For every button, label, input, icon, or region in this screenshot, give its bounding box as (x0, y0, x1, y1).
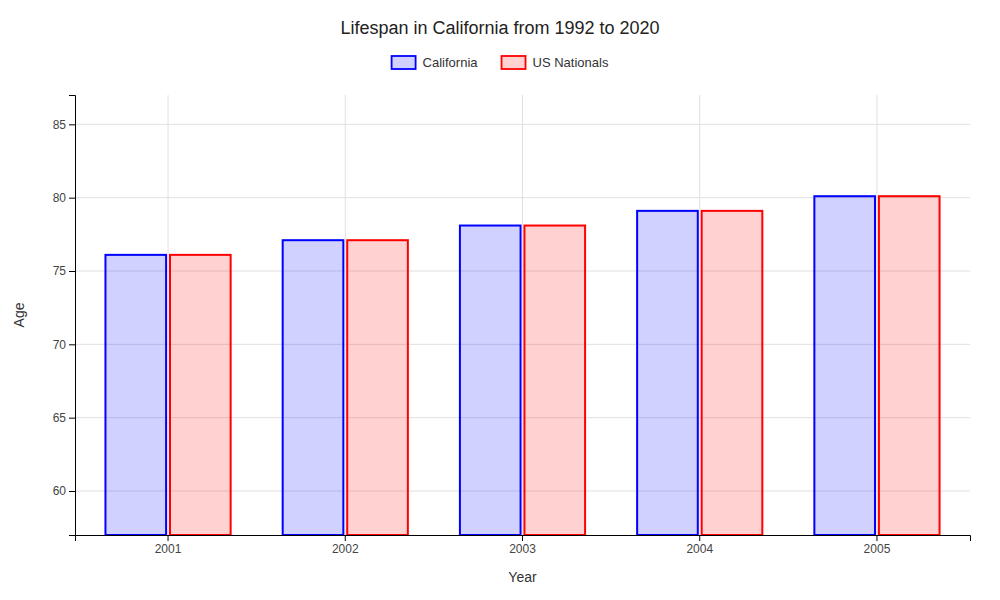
x-axis-line (76, 536, 971, 542)
x-tick: 2002 (332, 535, 359, 556)
y-tick-mark (69, 198, 75, 199)
bar (347, 240, 408, 535)
x-grid-line (522, 95, 523, 535)
legend-swatch (502, 56, 526, 69)
x-tick-mark (699, 535, 700, 541)
y-tick-mark (69, 124, 75, 125)
bar (814, 196, 875, 535)
bar (170, 255, 231, 535)
y-tick: 75 (53, 264, 75, 278)
legend: California US Nationals (392, 55, 609, 70)
legend-item: US Nationals (502, 55, 609, 70)
x-tick-label: 2005 (864, 542, 891, 556)
legend-item: California (392, 55, 479, 70)
y-tick: 60 (53, 484, 75, 498)
x-tick-mark (345, 535, 346, 541)
x-grid-line (168, 95, 169, 535)
bar (524, 226, 585, 535)
y-tick-label: 75 (53, 264, 67, 278)
x-tick: 2004 (686, 535, 713, 556)
y-axis-title: Age (11, 302, 27, 327)
legend-label: California (423, 55, 479, 70)
x-grid-line (876, 95, 877, 535)
x-axis: 2001 2002 2003 2004 2005 (76, 535, 971, 556)
bar (879, 196, 940, 535)
bar (105, 255, 166, 535)
title: Lifespan in California from 1992 to 2020 (340, 18, 659, 38)
x-axis-title: Year (508, 569, 537, 585)
legend-label: US Nationals (533, 55, 609, 70)
y-tick-label: 70 (53, 338, 67, 352)
chart-svg: 60 65 70 75 80 85 2001 2002 2003 2004 2005 Year Age L… (0, 0, 1000, 600)
y-tick: 70 (53, 338, 75, 352)
x-grid-line (345, 95, 346, 535)
legend-swatch (392, 56, 416, 69)
y-tick-label: 80 (53, 191, 67, 205)
y-tick-mark (69, 271, 75, 272)
y-tick-mark (69, 344, 75, 345)
bar (283, 240, 344, 535)
x-tick-mark (876, 535, 877, 541)
y-tick-label: 60 (53, 484, 67, 498)
bar-series (170, 196, 940, 535)
y-tick: 80 (53, 191, 75, 205)
x-grid-line (699, 95, 700, 535)
y-tick: 65 (53, 411, 75, 425)
y-axis-line (69, 96, 76, 536)
y-axis: 60 65 70 75 80 85 (53, 96, 76, 536)
bar (637, 211, 698, 535)
grid (75, 95, 970, 535)
x-tick-mark (168, 535, 169, 541)
y-tick-label: 85 (53, 118, 67, 132)
bars (105, 196, 939, 535)
x-tick-mark (522, 535, 523, 541)
y-tick: 85 (53, 118, 75, 132)
y-tick-mark (69, 491, 75, 492)
x-tick: 2003 (509, 535, 536, 556)
x-tick: 2001 (155, 535, 182, 556)
x-tick-label: 2002 (332, 542, 359, 556)
bar (702, 211, 763, 535)
x-tick-label: 2003 (509, 542, 536, 556)
x-tick-label: 2004 (686, 542, 713, 556)
x-tick-label: 2001 (155, 542, 182, 556)
y-tick-mark (69, 418, 75, 419)
x-tick: 2005 (864, 535, 891, 556)
y-tick-label: 65 (53, 411, 67, 425)
bar-series (105, 196, 875, 535)
bar (460, 226, 521, 535)
